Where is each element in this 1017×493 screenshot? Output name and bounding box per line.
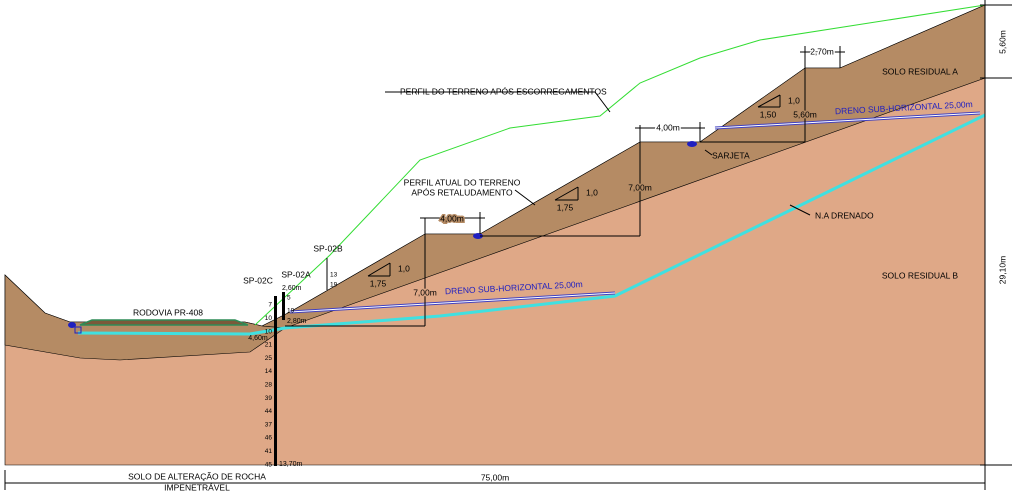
- label: APÓS RETALUDAMENTO: [411, 187, 513, 197]
- dimension: 5,60m: [997, 30, 1007, 54]
- blow-count: 45: [265, 461, 273, 468]
- blow-count: 7: [268, 302, 272, 309]
- borehole: [282, 292, 285, 320]
- blow-count: 19: [287, 308, 295, 315]
- borehole-name: SP-02A: [281, 269, 311, 279]
- slope-label: 1,75: [557, 202, 574, 212]
- blow-count: 19: [330, 282, 338, 289]
- dimension: 4,00m: [656, 122, 680, 132]
- blow-count: 28: [265, 382, 273, 389]
- slope-label: 1,0: [398, 263, 410, 273]
- label: PERFIL ATUAL DO TERRENO: [404, 177, 521, 187]
- dimension: 29,10m: [997, 256, 1007, 284]
- borehole-water: 4,60m: [248, 335, 268, 342]
- blow-count: 41: [265, 448, 273, 455]
- label: SOLO DE ALTERAÇÃO DE ROCHA: [128, 471, 266, 481]
- borehole-name: SP-02B: [313, 243, 343, 253]
- slope-label: 1,50: [760, 109, 777, 119]
- gutter-mark: [473, 233, 483, 239]
- blow-count: 46: [265, 435, 273, 442]
- borehole-depth: 13,70m: [279, 461, 303, 468]
- dimension: 75,00m: [481, 472, 509, 482]
- dimension: 4,00m: [440, 213, 464, 223]
- dimension: 7,00m: [628, 182, 652, 192]
- slope-label: 1,0: [788, 95, 800, 105]
- slope-label: 1,75: [370, 278, 387, 288]
- gutter-mark: [687, 141, 697, 147]
- drain: [289, 292, 616, 313]
- blow-count: 21: [265, 342, 273, 349]
- blow-count: 25: [265, 355, 273, 362]
- gutter-mark: [68, 322, 76, 328]
- blow-count: 14: [265, 368, 273, 375]
- dimension: 2,70m: [810, 46, 834, 56]
- label: SOLO RESIDUAL B: [882, 270, 959, 280]
- blow-count: 44: [265, 408, 273, 415]
- borehole-depth: 2,60m: [282, 285, 302, 292]
- label: N.A DRENADO: [815, 210, 874, 220]
- drain-outlet: [74, 326, 82, 334]
- blow-count: 37: [265, 421, 273, 428]
- post-slide-profile: [254, 4, 986, 326]
- label: RODOVIA PR-408: [133, 307, 203, 317]
- dimension: 5,60m: [793, 109, 817, 119]
- label: SARJETA: [712, 150, 750, 160]
- soil-a-left: [4, 274, 286, 361]
- label: PERFIL DO TERRENO APÓS ESCORREGAMENTOS: [400, 86, 607, 96]
- borehole-depth: 2,80m: [287, 318, 307, 325]
- blow-count: 39: [265, 395, 273, 402]
- blow-count: 13: [330, 272, 338, 279]
- label: SOLO RESIDUAL A: [882, 66, 958, 76]
- dimension: 7,00m: [413, 287, 437, 297]
- blow-count: 10: [265, 315, 273, 322]
- road: [79, 319, 249, 326]
- slope-label: 1,0: [586, 187, 598, 197]
- water-table: [77, 113, 986, 336]
- label: IMPENETRÁVEL: [164, 482, 230, 492]
- borehole: [274, 296, 277, 466]
- blow-count: 5: [287, 295, 291, 302]
- dimension-lines: [4, 0, 1012, 490]
- drain: [714, 112, 981, 129]
- borehole-name: SP-02C: [243, 275, 273, 285]
- blow-count: 10: [265, 328, 273, 335]
